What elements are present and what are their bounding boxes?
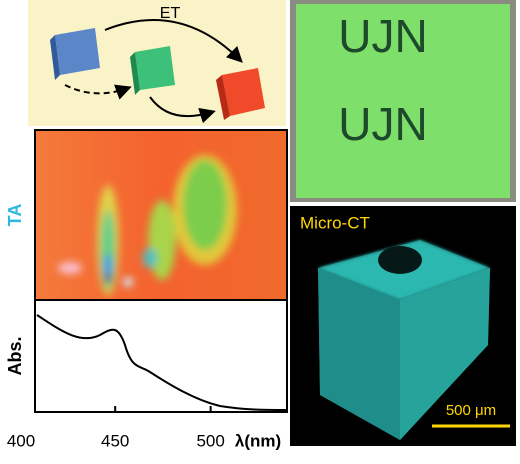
abs-frame — [34, 299, 288, 413]
abs-panel — [34, 299, 288, 413]
blue-crystal — [55, 28, 100, 75]
ct-hole — [378, 246, 422, 274]
photo-panel: UJN UJN — [290, 0, 516, 202]
micro-ct-panel: Micro-CT 500 μm — [290, 206, 516, 446]
x-tick-label: 500 — [196, 431, 224, 450]
x-axis: 400 450 500 — [7, 406, 225, 450]
dashed-arrow — [64, 84, 132, 100]
red-crystal — [222, 68, 265, 116]
heatmap-features — [58, 155, 237, 295]
ct-right — [400, 268, 490, 440]
et-label: ET — [160, 5, 181, 22]
micro-ct-title: Micro-CT — [300, 213, 370, 232]
red-crystal-side — [216, 75, 230, 120]
photo-film — [296, 4, 510, 198]
blue-crystal-side — [50, 35, 60, 80]
abs-curve — [36, 314, 288, 411]
arrow — [149, 96, 216, 124]
ta-label: TA — [5, 204, 25, 227]
ct-left — [318, 268, 400, 440]
ta-panel — [34, 129, 288, 301]
abs-label: Abs. — [5, 336, 25, 375]
green-crystal — [135, 46, 175, 90]
scheme-panel: ET — [28, 0, 286, 126]
photo-text: UJN — [338, 98, 427, 150]
scale-bar-label: 500 μm — [446, 402, 496, 419]
et-arrow — [104, 19, 243, 63]
x-axis-label: λ(nm) — [235, 431, 281, 450]
green-crystal-side — [130, 52, 140, 95]
x-tick-label: 400 — [7, 431, 35, 450]
x-tick-label: 450 — [101, 431, 129, 450]
photo-text: UJN — [338, 10, 427, 62]
